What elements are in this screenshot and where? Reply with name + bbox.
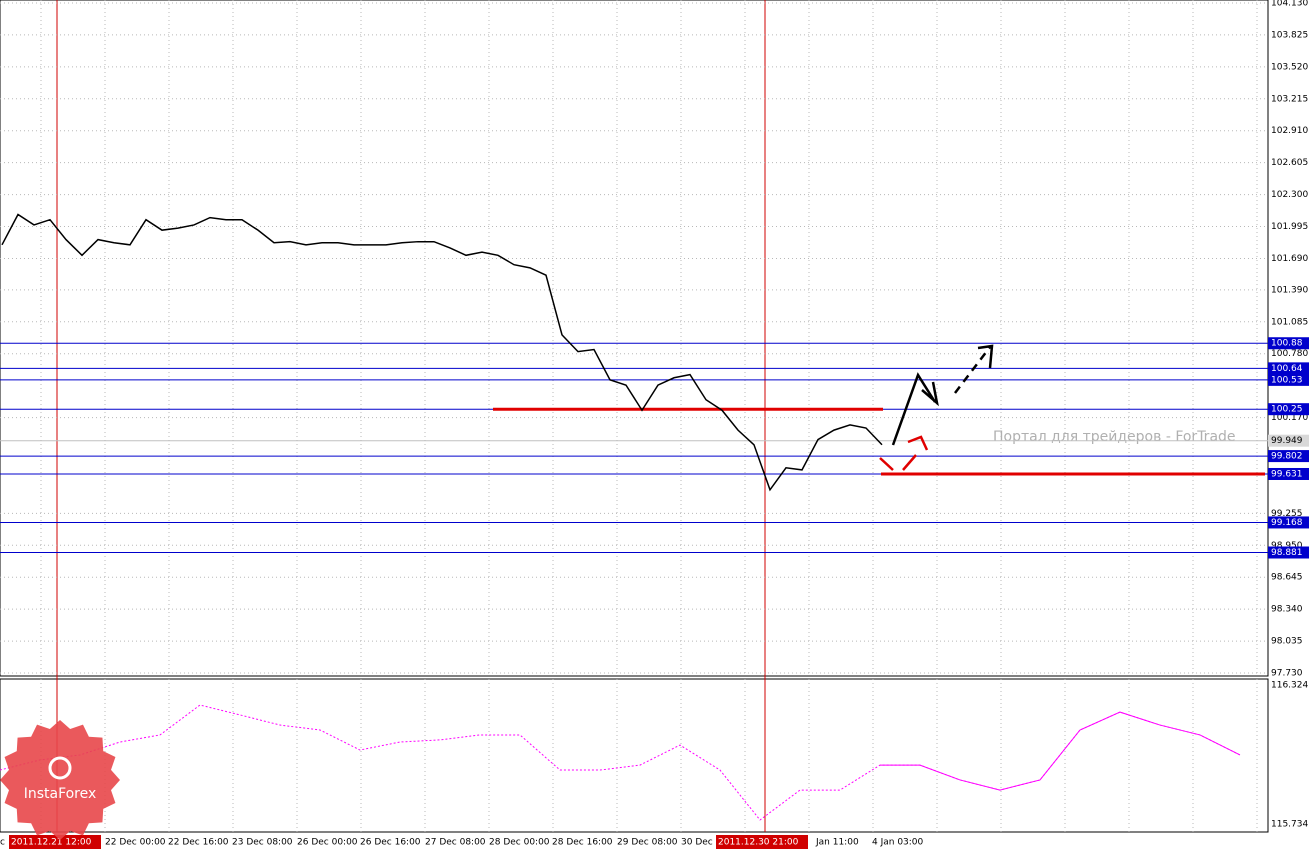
y-tick-label: 103.520 bbox=[1271, 62, 1308, 72]
level-label-box bbox=[1268, 516, 1309, 529]
logo-text: InstaForex bbox=[24, 786, 97, 802]
level-label: 100.25 bbox=[1271, 405, 1303, 415]
indicator-panel bbox=[0, 678, 1269, 833]
last-price-box bbox=[1268, 434, 1309, 447]
y-tick-label: 116.324 bbox=[1271, 681, 1308, 691]
level-label: 99.168 bbox=[1271, 518, 1303, 528]
y-tick-label: 104.130 bbox=[1271, 0, 1308, 9]
y-tick-label: 97.730 bbox=[1271, 669, 1303, 679]
y-tick-label: 102.605 bbox=[1271, 158, 1308, 168]
level-label: 99.631 bbox=[1271, 469, 1303, 479]
x-tick-label: 28 Dec 16:00 bbox=[552, 838, 613, 848]
indicator-line bbox=[0, 704, 1241, 821]
price-panel bbox=[0, 0, 1269, 677]
level-label-box bbox=[1268, 546, 1309, 559]
x-tick-label: 28 Dec 00:00 bbox=[489, 838, 550, 848]
x-tick-label: 2011.12.30 21:00 bbox=[718, 838, 799, 848]
x-tick-label: 22 Dec 16:00 bbox=[168, 838, 229, 848]
x-tick-label: 22 Dec 00:00 bbox=[105, 838, 166, 848]
y-tick-label: 98.950 bbox=[1271, 541, 1303, 551]
y-tick-label: 103.825 bbox=[1271, 30, 1308, 40]
y-tick-label: 98.645 bbox=[1271, 573, 1303, 583]
y-tick-label: 103.215 bbox=[1271, 94, 1308, 104]
level-label-box bbox=[1268, 403, 1309, 416]
level-label: 100.53 bbox=[1271, 375, 1303, 385]
y-tick-label: 101.390 bbox=[1271, 285, 1308, 295]
x-tick-label: c bbox=[0, 838, 5, 848]
y-tick-label: 98.340 bbox=[1271, 605, 1303, 615]
level-label: 100.88 bbox=[1271, 339, 1303, 349]
y-tick-label: 115.734 bbox=[1271, 820, 1308, 830]
x-tick-label: 23 Dec 08:00 bbox=[232, 838, 293, 848]
y-tick-label: 100.170 bbox=[1271, 413, 1308, 423]
watermark: Портал для трейдеров - ForTrade bbox=[993, 429, 1236, 445]
y-tick-label: 101.690 bbox=[1271, 254, 1308, 264]
y-tick-label: 102.910 bbox=[1271, 126, 1308, 136]
x-tick-label: 27 Dec 08:00 bbox=[425, 838, 486, 848]
y-tick-label: 101.995 bbox=[1271, 222, 1308, 232]
y-tick-label: 99.255 bbox=[1271, 509, 1303, 519]
last-price-label: 99.949 bbox=[1271, 436, 1303, 446]
y-tick-label: 100.780 bbox=[1271, 349, 1308, 359]
level-label: 99.802 bbox=[1271, 452, 1303, 462]
y-tick-label: 102.300 bbox=[1271, 190, 1308, 200]
level-label-box bbox=[1268, 467, 1309, 480]
x-tick-label: 26 Dec 00:00 bbox=[297, 838, 358, 848]
x-tick-label: 30 Dec 0 bbox=[681, 838, 722, 848]
level-label-box bbox=[1268, 373, 1309, 386]
logo: InstaForex bbox=[0, 720, 120, 840]
level-label-box bbox=[1268, 362, 1309, 375]
x-tick-label: Jan 11:00 bbox=[815, 838, 859, 848]
level-label: 98.881 bbox=[1271, 548, 1303, 558]
x-tick-label: 4 Jan 03:00 bbox=[872, 838, 924, 848]
level-label-box bbox=[1268, 337, 1309, 350]
indicator-line-solid bbox=[880, 711, 1241, 791]
x-tick-label: 26 Dec 16:00 bbox=[360, 838, 421, 848]
level-label-box bbox=[1268, 450, 1309, 463]
y-tick-label: 98.035 bbox=[1271, 637, 1303, 647]
x-tick-label: 2011.12.21 12:00 bbox=[11, 838, 92, 848]
price-line bbox=[1, 213, 883, 492]
x-label-highlight bbox=[9, 835, 101, 849]
x-tick-label: 29 Dec 08:00 bbox=[617, 838, 678, 848]
forecast-arrows bbox=[879, 344, 994, 471]
logo-badge bbox=[0, 720, 120, 840]
logo-icon bbox=[48, 756, 72, 780]
y-tick-label: 101.085 bbox=[1271, 317, 1308, 327]
x-label-highlight bbox=[716, 835, 808, 849]
level-label: 100.64 bbox=[1271, 364, 1303, 374]
